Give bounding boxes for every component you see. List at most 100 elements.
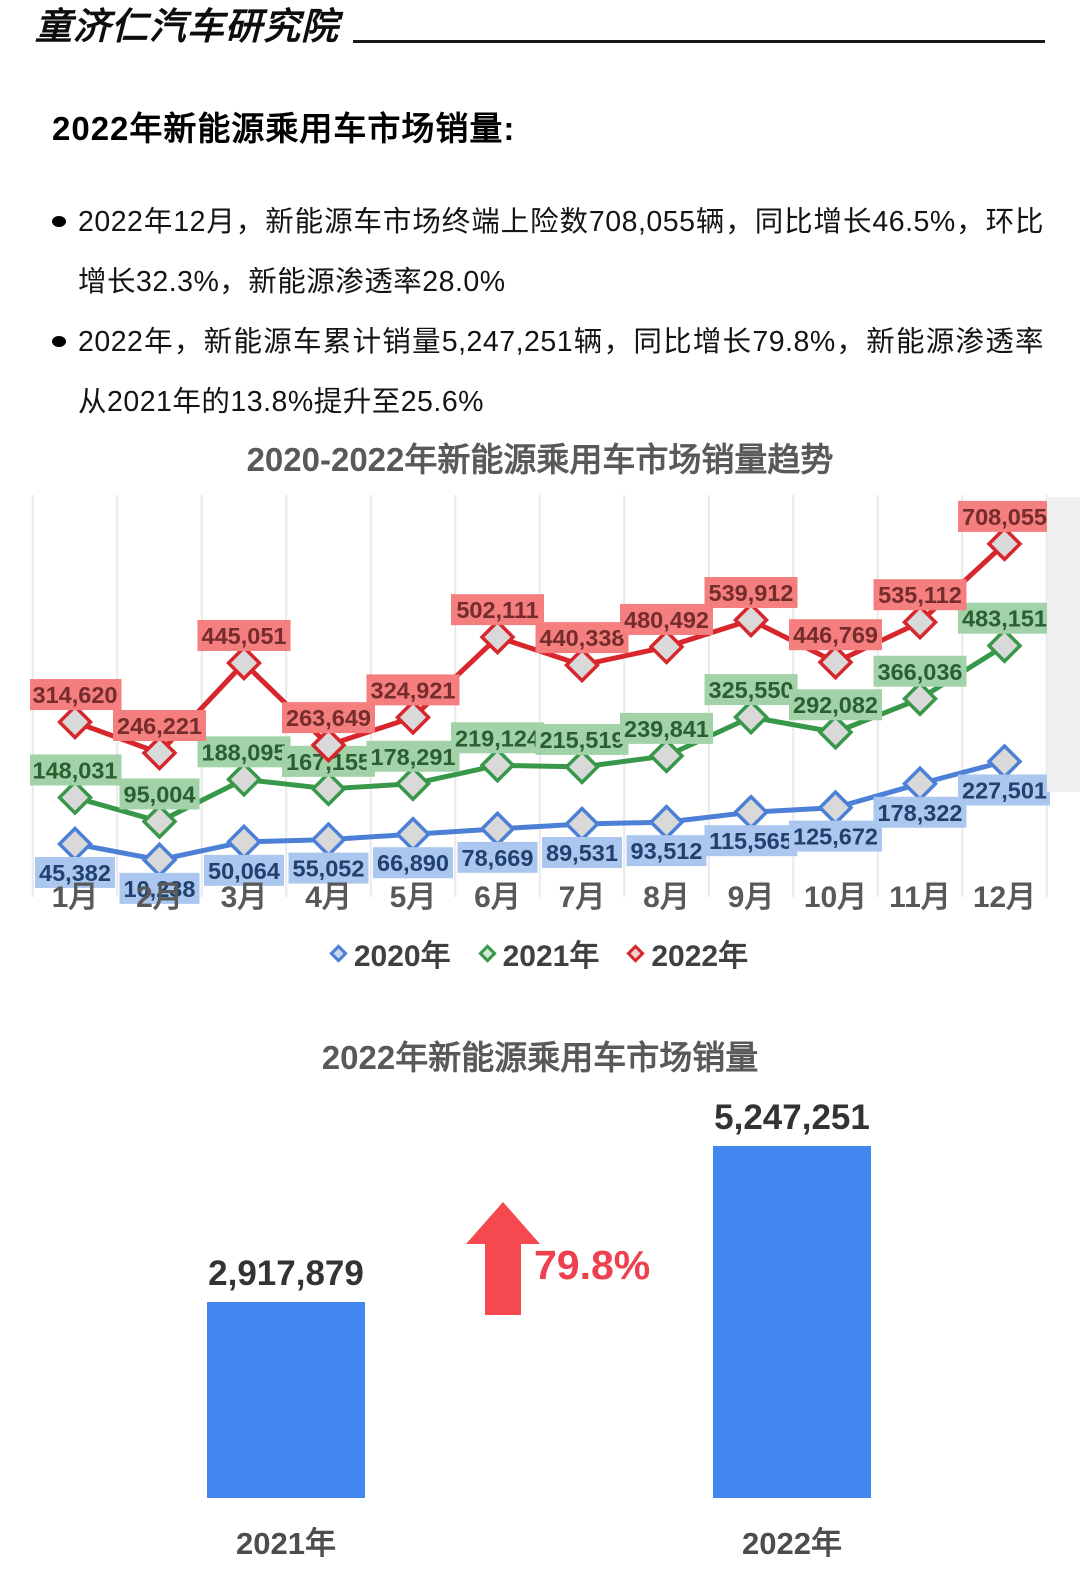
data-label: 314,620 (33, 682, 118, 708)
legend-label: 2021年 (502, 940, 600, 973)
data-label-box (789, 820, 882, 852)
data-point-marker (226, 823, 262, 860)
data-point-marker (902, 765, 938, 802)
line-chart-title: 2020-2022年新能源乘用车市场销量趋势 (246, 441, 834, 478)
data-label: 480,492 (624, 607, 709, 633)
data-point-marker (57, 825, 93, 862)
data-point-marker (310, 727, 347, 764)
data-label: 239,841 (624, 716, 709, 742)
data-point-marker (564, 748, 600, 785)
intro-section: 2022年新能源乘用车市场销量: 2022年12月，新能源车市场终端上险数708… (52, 102, 1044, 432)
bar-chart-canvas: 79.8% 2,917,879 2021年 5,247,251 2022年 (0, 1020, 1080, 1574)
data-label: 10,238 (124, 876, 196, 902)
data-label-box (451, 722, 544, 754)
data-point-marker (817, 714, 854, 751)
data-point-marker (564, 647, 600, 684)
data-label-box (30, 754, 122, 786)
data-point-marker (902, 680, 938, 717)
legend-diamond-icon (477, 943, 497, 963)
month-label: 1月 (52, 881, 99, 914)
data-point-marker (648, 804, 685, 841)
data-label: 446,769 (793, 622, 878, 648)
bullet-dot-icon (52, 336, 66, 347)
series-line-2021年 (74, 643, 1006, 824)
data-label-box (704, 577, 798, 609)
data-point-marker (564, 805, 600, 842)
data-label-box (958, 774, 1050, 806)
month-label: 12月 (973, 881, 1036, 914)
bar-category-label: 2021年 (236, 1526, 336, 1561)
month-label: 6月 (474, 881, 521, 914)
data-label-box (620, 712, 713, 744)
data-point-marker (57, 779, 93, 816)
data-label: 188,095 (202, 739, 287, 765)
chart-edge-strip (1047, 497, 1080, 792)
data-label-box (542, 836, 622, 868)
data-label-box (620, 603, 713, 635)
data-point-marker (902, 604, 938, 641)
data-label-box (204, 854, 284, 886)
header-rule (353, 40, 1045, 43)
bar-2022年 (713, 1146, 871, 1498)
data-point-marker (141, 803, 178, 840)
data-label-box (288, 852, 369, 884)
data-label: 324,921 (371, 677, 456, 703)
legend-item-2020年: 2020年 (329, 931, 451, 975)
data-point-marker (310, 770, 347, 807)
month-label: 2月 (136, 881, 183, 914)
month-label: 5月 (390, 881, 437, 914)
legend-diamond-icon (329, 943, 348, 963)
data-label: 440,338 (540, 625, 625, 651)
growth-percent-label: 79.8% (534, 1242, 651, 1288)
bullet-list: 2022年12月，新能源车市场终端上险数708,055辆，同比增长46.5%，环… (52, 192, 1044, 432)
section-title: 2022年新能源乘用车市场销量: (52, 110, 516, 147)
line-chart-svg: 45,382 10,238 50,064 55,052 66,890 78,669 89,5… (30, 495, 1050, 914)
data-point-marker (648, 628, 685, 665)
bar-category-label: 2022年 (742, 1526, 842, 1561)
data-label: 263,649 (286, 705, 371, 731)
data-label-box (626, 835, 707, 867)
bar-2021年 (207, 1302, 365, 1498)
data-label: 215,519 (540, 727, 625, 753)
data-point-marker (479, 619, 516, 656)
data-point-marker (733, 602, 769, 639)
data-label-box (366, 740, 460, 772)
data-point-marker (479, 747, 516, 784)
bullet-item: 2022年，新能源车累计销量5,247,251辆，同比增长79.8%，新能源渗透… (52, 312, 1044, 432)
data-point-marker (57, 704, 93, 741)
data-label-box (373, 847, 453, 879)
data-label: 89,531 (546, 840, 618, 866)
data-label: 502,111 (456, 597, 538, 623)
data-label-box (535, 723, 629, 755)
header: 童济仁汽车研究院 (35, 8, 1045, 48)
data-label: 45,382 (39, 860, 111, 886)
legend-label: 2020年 (353, 940, 451, 973)
data-label-box (451, 594, 544, 626)
data-label: 148,031 (33, 757, 118, 783)
data-label: 227,501 (962, 777, 1047, 803)
data-label: 708,055 (962, 504, 1047, 530)
data-point-marker (986, 627, 1023, 664)
month-label: 4月 (305, 881, 352, 914)
data-label: 292,082 (793, 692, 878, 718)
data-label-box (197, 619, 291, 651)
legend-item-2021年: 2021年 (477, 931, 600, 975)
month-label: 7月 (559, 881, 606, 914)
legend-item-2022年: 2022年 (626, 931, 748, 975)
data-point-marker (141, 841, 178, 878)
month-label: 3月 (221, 881, 268, 914)
data-point-marker (226, 645, 262, 681)
data-label: 219,124 (455, 725, 540, 751)
data-point-marker (141, 735, 178, 771)
legend-diamond-icon (626, 943, 646, 963)
data-point-marker (395, 765, 431, 802)
data-label-box (704, 674, 798, 706)
data-label: 535,112 (878, 582, 962, 608)
data-label: 95,004 (124, 781, 196, 807)
data-label-box (535, 622, 629, 654)
data-label-box (789, 689, 882, 721)
data-point-marker (648, 737, 685, 774)
data-label-box (197, 736, 291, 768)
data-label-box (958, 602, 1050, 634)
